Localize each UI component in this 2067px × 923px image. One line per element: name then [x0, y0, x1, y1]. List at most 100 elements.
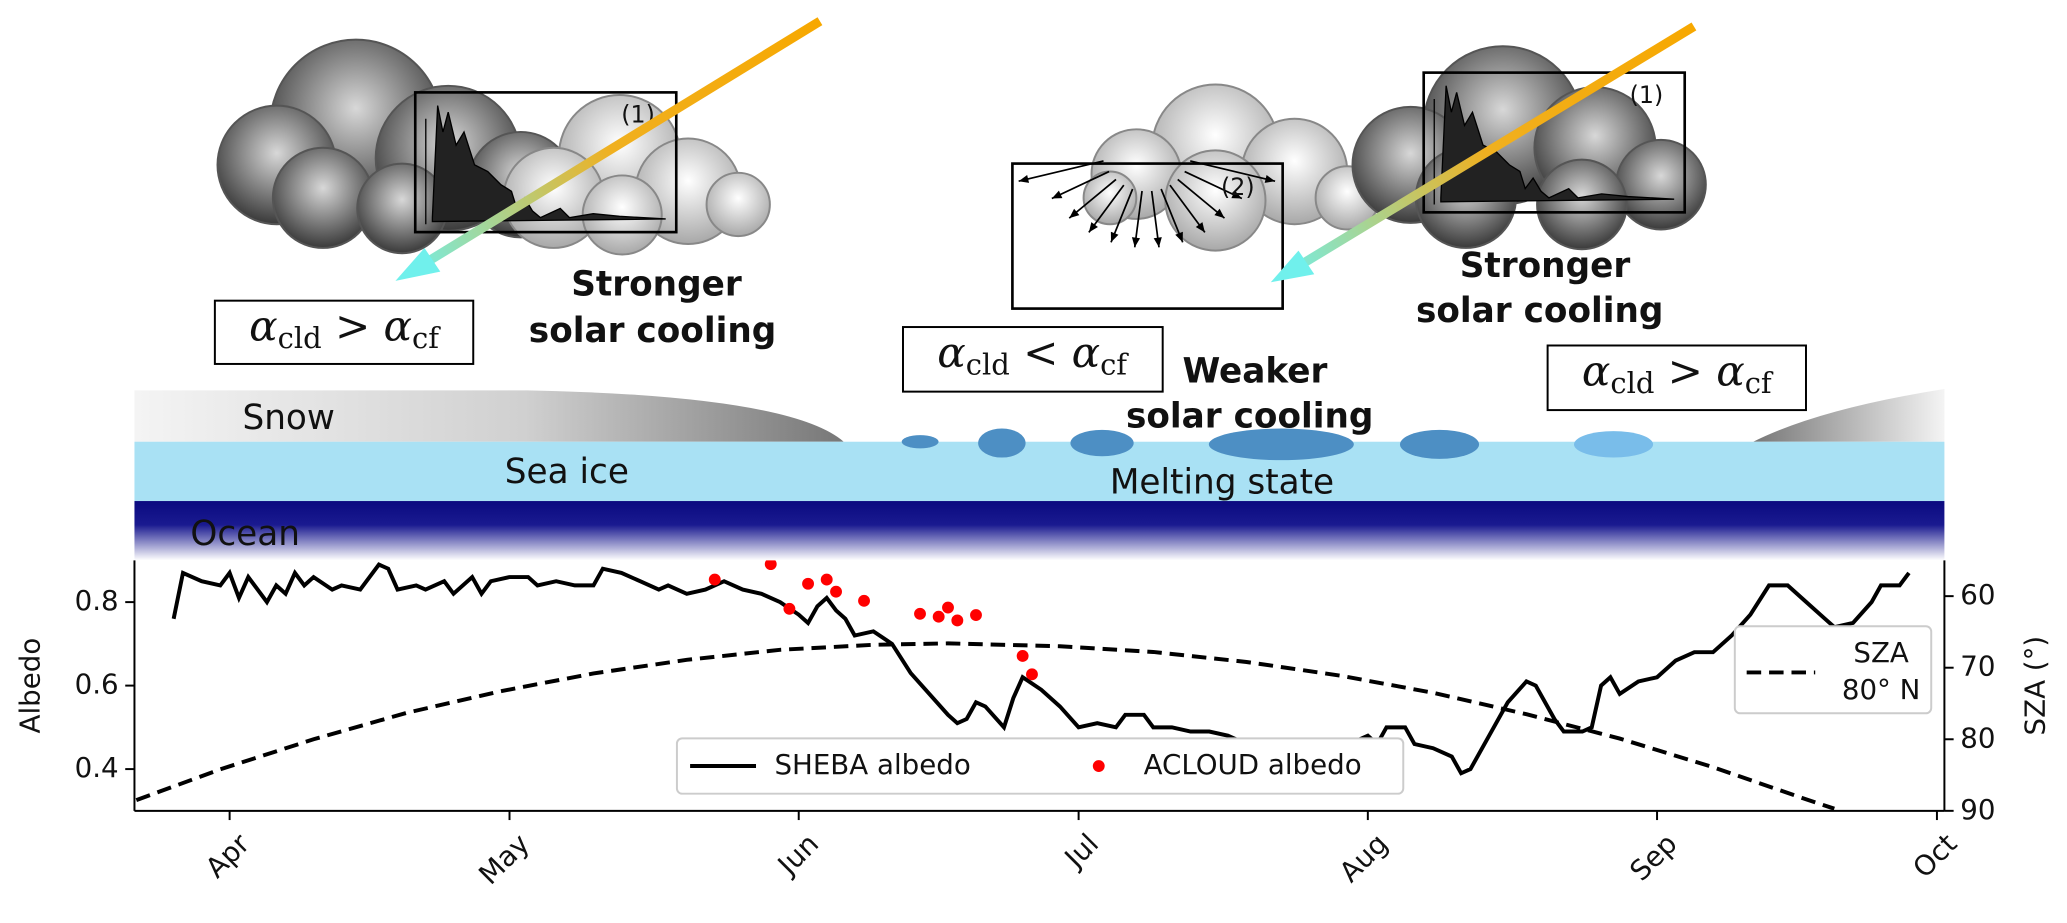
y2-axis-label: SZA (°) [2019, 636, 2052, 736]
data-point [820, 573, 833, 586]
subscript: cld [278, 321, 322, 355]
scatter-arrow [1068, 178, 1117, 219]
y2-tick-label: 90 [1960, 793, 1995, 826]
data-point [858, 594, 870, 607]
subscript: cld [966, 348, 1010, 382]
arrow-head [1175, 231, 1183, 243]
arrow-head [1110, 231, 1119, 243]
y2-tick-label: 80 [1960, 721, 1995, 754]
subscript: cf [1745, 366, 1774, 400]
y2-tick-label: 60 [1960, 578, 1995, 611]
spectrum-box [413, 91, 678, 234]
arrow-head [1195, 222, 1205, 233]
data-point [942, 601, 954, 614]
x-tick-label: Aug [1333, 827, 1395, 889]
x-tick-label: Apr [199, 827, 257, 885]
arrow-head [1153, 237, 1162, 248]
subscript: cld [1610, 366, 1654, 400]
legend-label: SZA [1853, 636, 1909, 669]
solar-ray [1300, 22, 1697, 268]
cooling-label: Stronger [571, 265, 742, 305]
scatter-arrow [1190, 160, 1276, 183]
scatter-arrow [1018, 160, 1104, 183]
solar-ray [426, 17, 823, 266]
light-cloud [1082, 83, 1380, 252]
x-tick-label: Oct [1906, 827, 1963, 884]
y-tick-label: 0.4 [75, 751, 119, 784]
plot-area [135, 560, 1911, 811]
legend-label: ACLOUD albedo [1144, 748, 1362, 781]
data-point [783, 602, 796, 615]
cooling-label: Stronger [1460, 246, 1631, 286]
ocean-label: Ocean [190, 514, 300, 554]
legend-label: 80° N [1842, 673, 1921, 706]
melt-ponds [901, 428, 1654, 461]
ocean-layer [134, 501, 1945, 561]
arrow-head [1069, 208, 1080, 219]
ray-arrowhead [1270, 250, 1315, 283]
scatter-arrow [1088, 184, 1125, 233]
scatter-box [1011, 162, 1284, 310]
operator: > [1668, 346, 1703, 395]
melt-pond [1070, 429, 1134, 457]
data-point [1016, 650, 1029, 662]
melt-pond [1399, 429, 1480, 459]
arrow-head [1051, 190, 1063, 199]
subscript: cf [412, 321, 441, 355]
legend-box [1733, 625, 1933, 715]
symbol: α [1716, 346, 1744, 395]
melt-pond [1208, 428, 1354, 461]
formula-box [1546, 344, 1807, 412]
legend-label: SHEBA albedo [774, 748, 970, 781]
scatter-arrow [1051, 170, 1110, 200]
sea-ice-layer [134, 441, 1945, 502]
melt-pond [978, 428, 1026, 458]
cooling-label: solar cooling [1126, 396, 1373, 436]
marker: (2) [1221, 173, 1255, 201]
symbol: α [383, 302, 411, 351]
data-line [135, 641, 1835, 811]
scattering-arrows [1018, 160, 1276, 248]
melt-pond [901, 435, 939, 449]
x-tick-label: Sep [1623, 827, 1683, 887]
formula-box [213, 299, 475, 365]
melt-pond [1573, 431, 1654, 458]
formula: αcld > αcf [249, 302, 441, 356]
data-point [914, 607, 926, 620]
snow-layer [134, 390, 844, 442]
symbol: α [937, 328, 965, 377]
arrow-head [1088, 222, 1098, 233]
symbol: α [249, 302, 277, 351]
data-point [1026, 668, 1038, 681]
data-point [932, 610, 945, 623]
data-point [830, 585, 842, 598]
y-tick-label: 0.6 [75, 668, 119, 701]
scatter-arrow [1184, 170, 1243, 200]
marker: (1) [1630, 81, 1664, 109]
cooling-label: solar cooling [1416, 291, 1663, 331]
y-tick-label: 0.8 [75, 584, 119, 617]
melting-label: Melting state [1110, 462, 1334, 502]
arrow-head [1131, 237, 1141, 248]
data-point [708, 573, 721, 586]
operator: > [335, 302, 370, 351]
legend-marker [1092, 760, 1105, 772]
snow-label: Snow [242, 398, 334, 438]
formula-box [902, 326, 1164, 393]
symbol: α [1582, 346, 1610, 395]
legend-box [675, 737, 1405, 795]
operator: < [1023, 328, 1058, 377]
y2-tick-label: 70 [1960, 650, 1995, 683]
formula: αcld > αcf [1582, 346, 1774, 400]
formula: αcld < αcf [937, 328, 1129, 382]
y-axis-label: Albedo [14, 638, 47, 734]
data-point [764, 560, 777, 571]
subscript: cf [1100, 348, 1129, 382]
data-point [970, 609, 982, 621]
snow-layer [1753, 388, 1945, 442]
x-tick-label: May [472, 827, 536, 891]
cooling-label: Weaker [1182, 352, 1327, 392]
cooling-label: solar cooling [529, 311, 776, 351]
